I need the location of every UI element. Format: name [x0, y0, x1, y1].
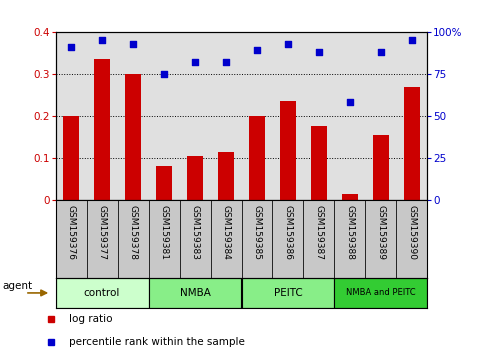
Text: GSM159390: GSM159390	[408, 205, 416, 261]
Bar	[125, 74, 141, 200]
Bar	[249, 116, 265, 200]
Bar	[272, 200, 303, 278]
Point	[191, 59, 199, 65]
Bar	[56, 200, 86, 278]
Text: agent: agent	[3, 281, 33, 291]
Bar	[242, 200, 272, 278]
Bar	[311, 126, 327, 200]
Text: PEITC: PEITC	[273, 288, 302, 298]
Bar	[117, 200, 149, 278]
Bar	[180, 200, 211, 278]
Point	[315, 49, 323, 55]
Bar	[342, 194, 358, 200]
Bar	[156, 166, 172, 200]
Text: GSM159378: GSM159378	[128, 205, 138, 261]
Bar	[56, 278, 149, 308]
Bar	[366, 200, 397, 278]
Text: log ratio: log ratio	[69, 314, 112, 325]
Point	[346, 100, 354, 105]
Bar	[149, 278, 242, 308]
Bar	[334, 200, 366, 278]
Text: GSM159383: GSM159383	[190, 205, 199, 261]
Point	[284, 41, 292, 46]
Point	[160, 71, 168, 77]
Bar	[334, 278, 427, 308]
Text: GSM159376: GSM159376	[67, 205, 75, 261]
Point	[98, 38, 106, 43]
Bar	[397, 200, 427, 278]
Point	[377, 49, 385, 55]
Bar	[404, 86, 420, 200]
Point	[129, 41, 137, 46]
Bar	[63, 116, 79, 200]
Text: NMBA and PEITC: NMBA and PEITC	[346, 289, 416, 297]
Text: GSM159389: GSM159389	[376, 205, 385, 261]
Bar	[373, 135, 389, 200]
Point	[222, 59, 230, 65]
Text: GSM159388: GSM159388	[345, 205, 355, 261]
Bar	[242, 278, 334, 308]
Text: control: control	[84, 288, 120, 298]
Bar	[86, 200, 117, 278]
Text: GSM159387: GSM159387	[314, 205, 324, 261]
Bar	[94, 59, 110, 200]
Bar	[303, 200, 334, 278]
Text: GSM159377: GSM159377	[98, 205, 107, 261]
Bar	[218, 152, 234, 200]
Text: GSM159381: GSM159381	[159, 205, 169, 261]
Text: percentile rank within the sample: percentile rank within the sample	[69, 337, 244, 348]
Bar	[187, 156, 203, 200]
Bar	[149, 200, 180, 278]
Text: NMBA: NMBA	[180, 288, 211, 298]
Text: GSM159386: GSM159386	[284, 205, 293, 261]
Text: GSM159384: GSM159384	[222, 205, 230, 260]
Text: GSM159385: GSM159385	[253, 205, 261, 261]
Bar	[211, 200, 242, 278]
Bar	[280, 101, 296, 200]
Point	[408, 38, 416, 43]
Point	[253, 47, 261, 53]
Point	[67, 44, 75, 50]
